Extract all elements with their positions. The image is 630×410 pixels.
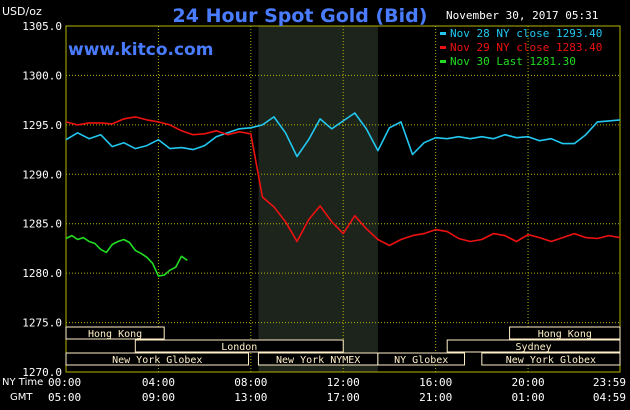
- session-label: Sydney: [516, 342, 552, 353]
- x-tick-ny-label: 08:00: [234, 376, 267, 389]
- legend-swatch: [440, 60, 446, 63]
- x-tick-ny-label: 00:00: [48, 376, 81, 389]
- x-tick-gmt-label: 01:00: [511, 391, 544, 404]
- x-tick-gmt-label: 09:00: [142, 391, 175, 404]
- legend-swatch: [440, 46, 446, 49]
- x-tick-ny-label: 23:59: [593, 376, 626, 389]
- legend-entry: Nov 29 NY close 1283.40: [450, 41, 602, 54]
- session-label: Hong Kong: [538, 329, 592, 340]
- session-label: London: [221, 342, 257, 353]
- x-tick-ny-label: 04:00: [142, 376, 175, 389]
- session-bar: [481, 352, 621, 366]
- chart-title: 24 Hour Spot Gold (Bid): [172, 5, 428, 27]
- session-label: Hong Kong: [88, 329, 142, 340]
- session-bar: [65, 326, 165, 340]
- session-bar: [134, 339, 344, 353]
- x-tick-gmt-label: 05:00: [48, 391, 81, 404]
- x-tick-ny-label: 12:00: [327, 376, 360, 389]
- y-tick-label: 1285.0: [22, 218, 62, 231]
- session-label: New York Globex: [506, 355, 596, 366]
- x-tick-ny-label: 16:00: [419, 376, 452, 389]
- nov30-price-line: [65, 234, 188, 277]
- x-tick-gmt-label: 21:00: [419, 391, 452, 404]
- nymex-shade: [258, 26, 378, 372]
- session-bar: [377, 352, 466, 366]
- legend-entry: Nov 30 Last 1281.30: [450, 55, 576, 68]
- session-label: New York NYMEX: [276, 355, 360, 366]
- plot-border: [65, 25, 621, 373]
- session-label: NY Globex: [394, 355, 448, 366]
- y-tick-label: 1275.0: [22, 317, 62, 330]
- x-tick-ny-label: 20:00: [511, 376, 544, 389]
- y-tick-label: 1300.0: [22, 69, 62, 82]
- session-bar: [65, 352, 250, 366]
- y-tick-label: 1290.0: [22, 168, 62, 181]
- y-tick-label: 1305.0: [22, 20, 62, 33]
- timestamp: November 30, 2017 05:31: [446, 9, 599, 22]
- y-tick-label: 1280.0: [22, 267, 62, 280]
- x-tick-gmt-label: 17:00: [327, 391, 360, 404]
- session-bar: [446, 339, 621, 353]
- session-bar: [509, 326, 621, 340]
- nov29-price-line: [65, 116, 621, 247]
- y-tick-label: 1270.0: [22, 366, 62, 379]
- y-tick-label: 1295.0: [22, 119, 62, 132]
- unit-label: USD/oz: [2, 5, 42, 18]
- gmt-label: GMT: [10, 392, 33, 403]
- site-label: www.kitco.com: [68, 40, 213, 60]
- nov28-price-line: [65, 112, 621, 158]
- ny-time-label: NY Time: [2, 377, 44, 388]
- legend-entry: Nov 28 NY close 1293.40: [450, 27, 602, 40]
- legend-swatch: [440, 32, 446, 35]
- session-label: New York Globex: [112, 355, 202, 366]
- x-tick-gmt-label: 13:00: [234, 391, 267, 404]
- x-tick-gmt-label: 04:59: [593, 391, 626, 404]
